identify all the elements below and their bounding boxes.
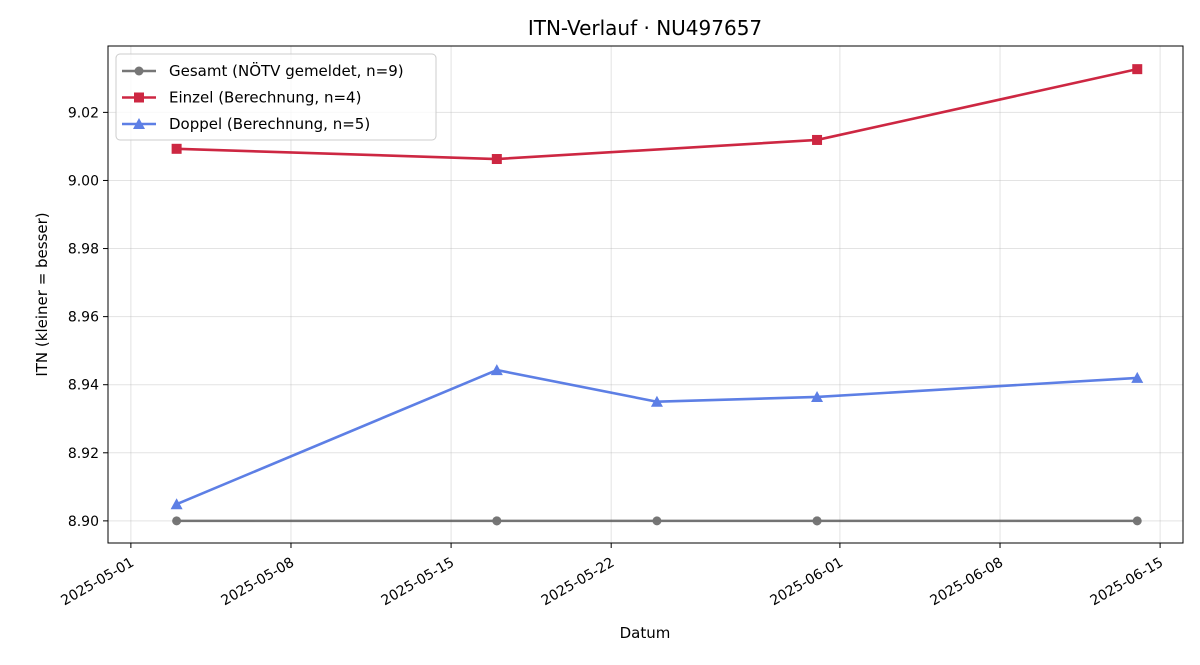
chart-title: ITN-Verlauf · NU497657 bbox=[528, 16, 762, 40]
data-point bbox=[812, 516, 822, 526]
data-point bbox=[490, 364, 503, 376]
x-tick-label: 2025-05-15 bbox=[379, 555, 457, 610]
legend-swatch bbox=[122, 92, 156, 103]
x-tick-label: 2025-06-08 bbox=[928, 555, 1006, 610]
legend-label: Doppel (Berechnung, n=5) bbox=[169, 115, 370, 133]
legend-marker bbox=[133, 118, 145, 129]
x-axis: 2025-05-01 2025-05-08 2025-05-15 2025-05-22… bbox=[58, 543, 1166, 609]
x-tick-label: 2025-05-08 bbox=[219, 555, 297, 610]
axes-frame bbox=[107, 45, 1184, 544]
series bbox=[171, 64, 1143, 165]
y-tick-label: 9.00 bbox=[68, 173, 99, 189]
legend: Gesamt (NÖTV gemeldet, n=9) Einzel (Berec… bbox=[115, 53, 437, 141]
series bbox=[170, 364, 1144, 510]
x-tick-label: 2025-05-22 bbox=[539, 555, 617, 610]
data-point bbox=[1131, 371, 1144, 383]
legend-swatch bbox=[122, 66, 156, 76]
y-axis-label: ITN (kleiner = besser) bbox=[33, 212, 51, 376]
series-line bbox=[176, 67, 1138, 161]
series bbox=[172, 516, 1142, 526]
y-tick-label: 8.98 bbox=[68, 242, 99, 258]
plot-area bbox=[170, 64, 1144, 526]
data-point bbox=[170, 498, 183, 510]
data-point bbox=[1132, 516, 1142, 526]
y-tick-label: 9.02 bbox=[68, 105, 99, 121]
legend-label: Gesamt (NÖTV gemeldet, n=9) bbox=[169, 61, 404, 80]
y-tick-label: 8.96 bbox=[68, 310, 99, 326]
legend-marker bbox=[134, 66, 144, 76]
data-point bbox=[811, 390, 824, 402]
legend-swatch bbox=[122, 118, 156, 129]
data-point bbox=[652, 516, 662, 526]
y-tick-label: 8.90 bbox=[68, 514, 99, 530]
data-point bbox=[650, 395, 663, 407]
data-point bbox=[491, 154, 502, 165]
data-point bbox=[1132, 64, 1143, 75]
y-tick-label: 8.92 bbox=[68, 446, 99, 462]
grid bbox=[108, 46, 1183, 543]
y-axis: 8.90 8.92 8.94 8.96 8.98 9.00 9.02 bbox=[68, 105, 108, 530]
data-point bbox=[492, 516, 502, 526]
x-tick-label: 2025-06-01 bbox=[767, 555, 845, 610]
data-point bbox=[171, 143, 182, 154]
series-line bbox=[176, 368, 1138, 506]
x-axis-label: Datum bbox=[620, 624, 671, 642]
legend-label: Einzel (Berechnung, n=4) bbox=[169, 89, 361, 107]
x-tick-label: 2025-05-01 bbox=[58, 555, 136, 610]
legend-box bbox=[115, 53, 437, 141]
data-point bbox=[172, 516, 182, 526]
y-tick-label: 8.94 bbox=[68, 378, 99, 394]
legend-marker bbox=[134, 92, 144, 103]
data-point bbox=[812, 134, 823, 145]
x-tick-label: 2025-06-15 bbox=[1088, 555, 1166, 610]
